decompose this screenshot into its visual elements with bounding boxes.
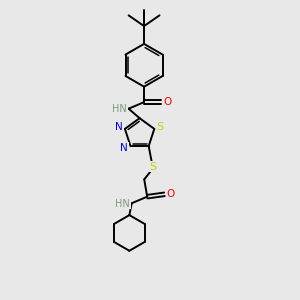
Text: HN: HN	[112, 104, 127, 114]
Text: O: O	[163, 97, 171, 107]
Text: HN: HN	[116, 199, 130, 208]
Text: N: N	[120, 143, 128, 153]
Text: O: O	[166, 189, 175, 199]
Text: S: S	[157, 122, 164, 132]
Text: N: N	[115, 122, 123, 132]
Text: S: S	[150, 162, 157, 172]
